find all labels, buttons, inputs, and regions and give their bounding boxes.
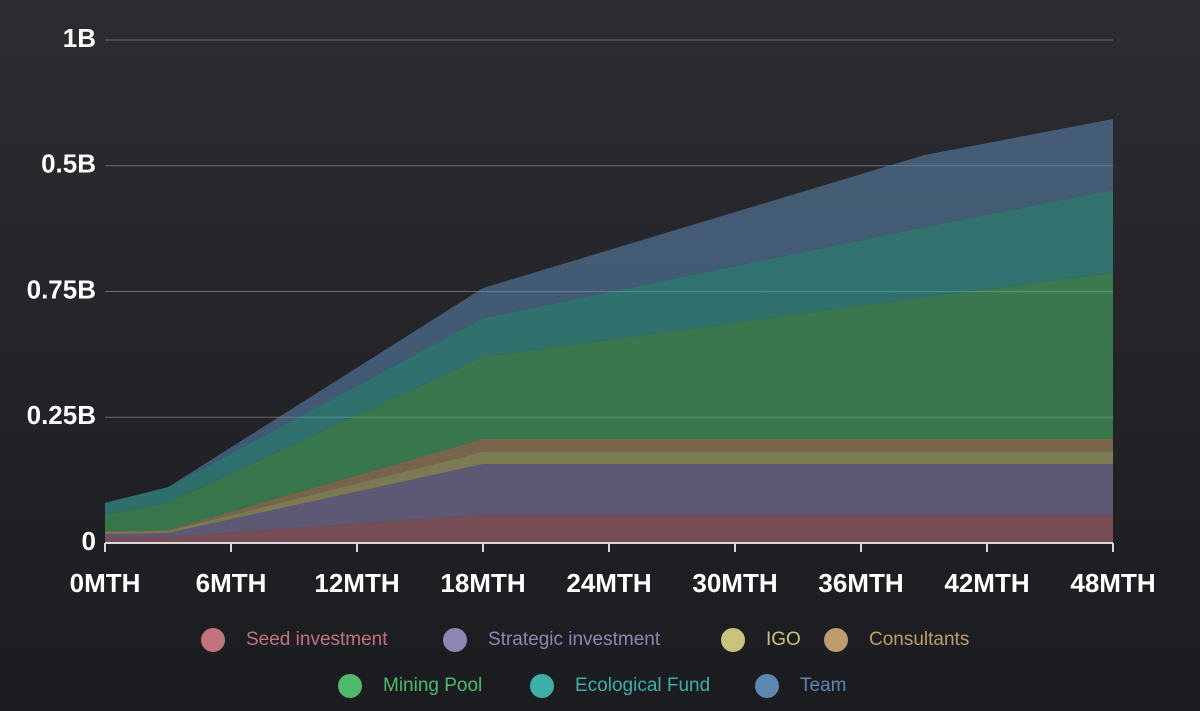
legend-marker xyxy=(201,628,225,652)
area xyxy=(105,189,1113,515)
legend-marker xyxy=(443,628,467,652)
area xyxy=(105,438,1113,532)
y-tick-label: 0.5B xyxy=(41,149,96,179)
x-tick-label: 18MTH xyxy=(440,568,525,598)
y-tick-label: 0 xyxy=(82,526,96,556)
legend-label: Team xyxy=(800,675,846,696)
area xyxy=(105,451,1113,534)
x-tick-label: 48MTH xyxy=(1070,568,1155,598)
area xyxy=(105,514,1113,543)
x-tick-label: 36MTH xyxy=(818,568,903,598)
legend-label: Strategic investment xyxy=(488,629,661,650)
x-tick-label: 12MTH xyxy=(314,568,399,598)
area xyxy=(105,464,1113,537)
y-tick-label: 0.25B xyxy=(27,400,96,430)
area xyxy=(105,272,1113,531)
legend-marker xyxy=(755,674,779,698)
x-tick-label: 6MTH xyxy=(196,568,267,598)
x-tick-label: 0MTH xyxy=(70,568,141,598)
legend-label: Consultants xyxy=(869,629,969,650)
y-tick-label: 0.75B xyxy=(27,274,96,304)
area xyxy=(105,118,1113,503)
legend-marker xyxy=(530,674,554,698)
x-tick-label: 42MTH xyxy=(944,568,1029,598)
legend-marker xyxy=(824,628,848,652)
legend-label: IGO xyxy=(766,629,801,650)
legend-marker xyxy=(721,628,745,652)
x-tick-label: 30MTH xyxy=(692,568,777,598)
legend-label: Seed investment xyxy=(246,629,388,650)
legend-label: Mining Pool xyxy=(383,675,482,696)
x-tick-label: 24MTH xyxy=(566,568,651,598)
legend-marker xyxy=(338,674,362,698)
y-tick-label: 1B xyxy=(63,23,96,53)
legend-label: Ecological Fund xyxy=(575,675,710,696)
